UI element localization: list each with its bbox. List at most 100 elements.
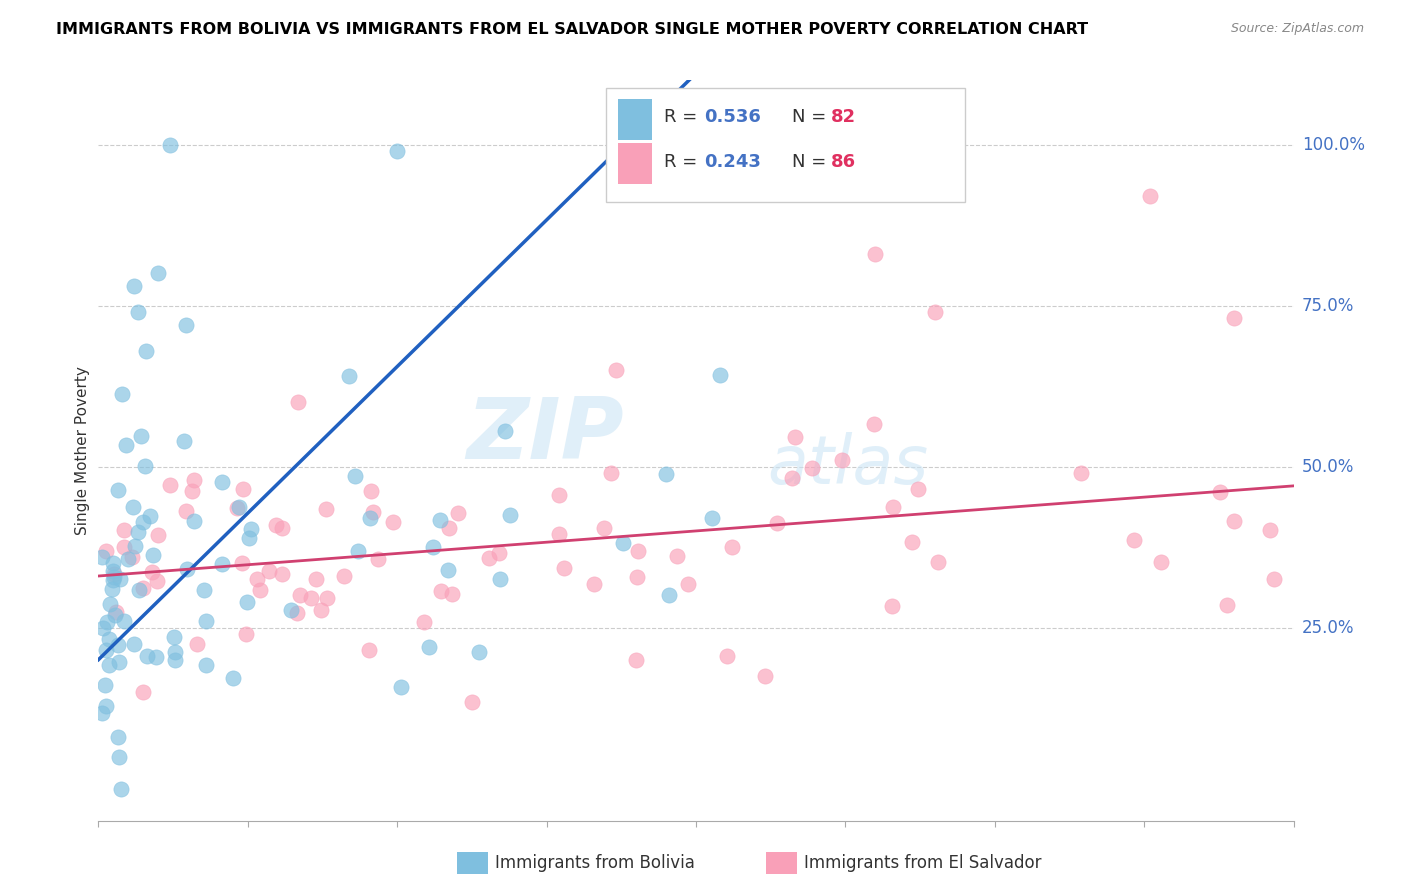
Text: IMMIGRANTS FROM BOLIVIA VS IMMIGRANTS FROM EL SALVADOR SINGLE MOTHER POVERTY COR: IMMIGRANTS FROM BOLIVIA VS IMMIGRANTS FR… <box>56 22 1088 37</box>
Text: 86: 86 <box>831 153 856 170</box>
Point <box>103 573 125 587</box>
Point <box>236 595 259 609</box>
Point <box>183 473 205 487</box>
Point <box>231 556 253 570</box>
Point <box>280 603 302 617</box>
Point <box>389 680 412 694</box>
Point <box>1070 467 1092 481</box>
Point <box>924 305 946 319</box>
Point <box>121 500 143 515</box>
Point <box>131 429 153 443</box>
Point <box>249 582 271 597</box>
FancyBboxPatch shape <box>619 99 652 139</box>
Text: 25.0%: 25.0% <box>1302 618 1354 637</box>
Point <box>112 615 135 629</box>
Point <box>142 548 165 562</box>
Point <box>97 657 120 672</box>
Point <box>124 279 146 293</box>
Point <box>1223 311 1246 326</box>
Point <box>221 671 243 685</box>
Point <box>716 648 738 663</box>
Point <box>108 572 131 586</box>
Point <box>357 643 380 657</box>
Point <box>927 555 949 569</box>
Point <box>107 483 129 497</box>
Text: R =: R = <box>664 153 703 170</box>
Point <box>582 577 605 591</box>
Point <box>665 549 688 563</box>
Point <box>1216 599 1239 613</box>
Point <box>1139 189 1161 203</box>
Point <box>765 516 787 530</box>
Point <box>339 369 361 384</box>
Point <box>107 730 129 744</box>
Point <box>315 591 337 605</box>
Point <box>593 521 616 535</box>
Point <box>181 483 204 498</box>
Text: R =: R = <box>664 108 703 127</box>
Point <box>655 467 678 482</box>
Point <box>880 599 903 614</box>
Point <box>430 583 453 598</box>
Point <box>124 539 146 553</box>
Point <box>112 523 135 537</box>
Point <box>94 678 117 692</box>
Point <box>413 615 436 630</box>
Point <box>195 658 218 673</box>
Point <box>101 556 124 570</box>
Point <box>299 591 322 605</box>
Point <box>429 513 451 527</box>
Text: Source: ZipAtlas.com: Source: ZipAtlas.com <box>1230 22 1364 36</box>
Point <box>91 706 114 720</box>
Point <box>344 469 367 483</box>
Point <box>437 562 460 576</box>
Text: 50.0%: 50.0% <box>1302 458 1354 475</box>
Point <box>288 589 311 603</box>
Point <box>1150 555 1173 569</box>
Point <box>246 572 269 586</box>
Point <box>96 615 118 629</box>
Point <box>418 640 440 654</box>
Point <box>146 528 169 542</box>
Point <box>882 500 904 514</box>
Point <box>94 698 117 713</box>
Point <box>107 638 129 652</box>
Point <box>101 582 124 596</box>
Point <box>461 695 484 709</box>
Point <box>186 637 208 651</box>
Text: ZIP: ZIP <box>467 394 624 477</box>
Point <box>94 643 117 657</box>
Point <box>121 549 143 564</box>
Point <box>111 386 134 401</box>
Point <box>131 515 153 529</box>
Point <box>139 509 162 524</box>
Point <box>96 543 118 558</box>
Point <box>103 566 125 581</box>
Point <box>494 424 516 438</box>
Point <box>163 630 186 644</box>
Point <box>1260 523 1282 537</box>
Point <box>211 557 233 571</box>
Point <box>176 504 198 518</box>
Point <box>114 438 136 452</box>
Point <box>901 535 924 549</box>
Point <box>309 603 332 617</box>
Point <box>104 608 127 623</box>
Point <box>720 541 742 555</box>
Point <box>285 606 308 620</box>
Point <box>367 551 389 566</box>
FancyBboxPatch shape <box>606 87 965 202</box>
Point <box>112 541 135 555</box>
Point <box>194 614 217 628</box>
Point <box>146 574 169 589</box>
Point <box>865 247 887 261</box>
Point <box>800 461 823 475</box>
Point <box>447 506 470 520</box>
Point <box>346 543 368 558</box>
Point <box>176 562 198 576</box>
Point <box>193 583 215 598</box>
Point <box>709 368 731 383</box>
Point <box>626 543 648 558</box>
Point <box>1122 533 1144 547</box>
Point <box>359 510 381 524</box>
